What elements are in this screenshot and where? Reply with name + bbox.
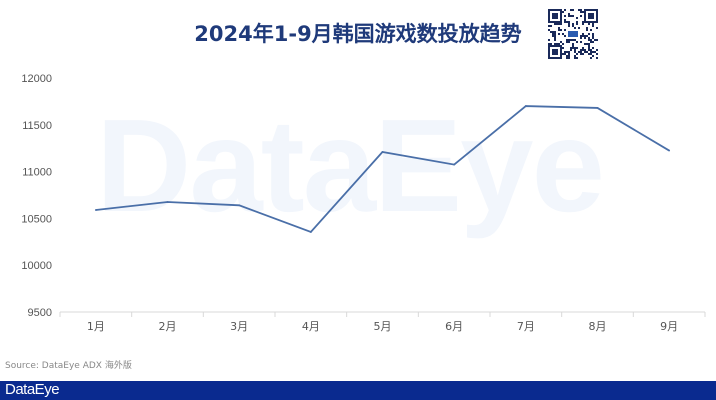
x-tick-label: 9月 [660, 320, 678, 333]
source-note: Source: DataEye ADX 海外版 [5, 361, 132, 371]
y-tick-label: 11500 [22, 120, 52, 132]
x-tick-label: 8月 [589, 320, 607, 333]
x-tick-label: 2月 [159, 320, 177, 333]
y-tick-label: 10500 [21, 213, 52, 225]
x-tick-label: 3月 [230, 320, 248, 333]
x-tick-label: 4月 [302, 320, 320, 333]
data-point [166, 201, 169, 203]
qr-code-icon [548, 9, 598, 59]
footer-bar: DataEye [0, 381, 716, 400]
y-tick-label: 11000 [22, 167, 52, 179]
data-point [668, 149, 671, 152]
data-point [524, 105, 527, 107]
x-tick-label: 1月 [87, 320, 105, 333]
data-line [95, 105, 670, 234]
data-point [381, 151, 384, 153]
data-point [453, 163, 456, 166]
watermark: DataEye [96, 92, 605, 239]
data-point [94, 209, 97, 211]
data-point [309, 231, 312, 233]
x-tick-label: 5月 [374, 320, 392, 333]
chart-title: 2024年1-9月韩国游戏数投放趋势 [194, 22, 522, 46]
data-point [596, 107, 599, 109]
line-chart: 9500 10000 10500 11000 11500 12000 1月 2月 3月 4月 5月 6… [21, 73, 706, 333]
footer-logo: DataEye [5, 381, 60, 398]
x-tick-label: 7月 [517, 320, 535, 333]
y-tick-label: 12000 [21, 73, 52, 85]
y-tick-label: 9500 [28, 307, 52, 319]
y-tick-label: 10000 [21, 260, 52, 272]
data-point [238, 204, 241, 207]
x-tick-label: 6月 [445, 320, 463, 333]
